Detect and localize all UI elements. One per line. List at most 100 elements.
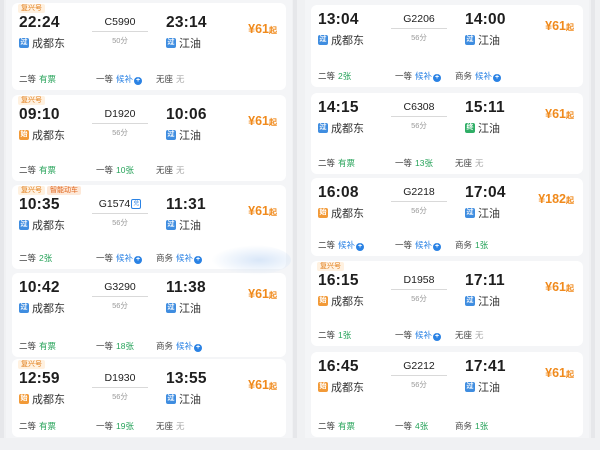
departure-time: 22:24 <box>19 14 60 31</box>
train-card[interactable]: 16:45 G2212 56分 17:41 始成都东 过江油 ¥61起 二等 有票 一等 4张 商务 1… <box>311 352 583 437</box>
duration-line <box>92 213 148 214</box>
train-card[interactable]: 复兴号 12:59 D1930 56分 13:55 始成都东 过江油 ¥61起 二等 有票 一等 19… <box>12 359 286 437</box>
station-type-icon: 过 <box>19 220 29 230</box>
seat-class-label: 二等 <box>318 71 336 81</box>
train-card[interactable]: 13:04 G2206 56分 14:00 过成都东过江油 ¥61起 二等 2张 一等 候补 + 商务… <box>311 5 583 87</box>
arrival-time: 17:41 <box>465 358 506 375</box>
price-unit: 起 <box>566 196 574 205</box>
arrival-time: 23:14 <box>166 14 207 31</box>
price: ¥61起 <box>545 107 574 121</box>
duration-line <box>391 201 447 202</box>
arrival-time: 14:00 <box>465 11 506 28</box>
price-symbol: ¥ <box>248 204 256 218</box>
seat-class-2: 一等 10张 <box>96 164 134 176</box>
train-number[interactable]: G2212 <box>391 360 447 372</box>
train-card[interactable]: 复兴号 22:24 C5990 50分 23:14 过成都东过江油 ¥61起 二等 有票 一等 候补… <box>12 3 286 90</box>
train-card[interactable]: 复兴号 09:10 D1920 56分 10:06 始成都东 过江油 ¥61起 二等 有票 一等 10… <box>12 95 286 181</box>
train-type-badge: 复兴号 <box>18 360 45 369</box>
seat-class-2[interactable]: 一等 候补 + <box>96 252 143 264</box>
train-card[interactable]: 14:15 C6308 56分 15:11 过成都东 终江油 ¥61起 二等 有票 一等 13张 无座… <box>311 93 583 174</box>
price-unit: 起 <box>269 382 277 391</box>
station-type-icon: 始 <box>318 382 328 392</box>
seat-class-2[interactable]: 一等 候补 + <box>395 239 442 251</box>
train-number[interactable]: C6308 <box>391 101 447 113</box>
train-badges: 复兴号 <box>18 360 45 369</box>
station-type-icon: 过 <box>166 38 176 48</box>
train-card[interactable]: 复兴号 智能动车 10:35 G1574 兑 56分 11:31 过成都东过江油 ¥61起 二等 2… <box>12 185 286 269</box>
center-gap-shadow <box>293 0 297 438</box>
train-number[interactable]: C5990 <box>92 16 148 28</box>
waitlist-plus-icon[interactable]: + <box>134 77 143 85</box>
waitlist-plus-icon[interactable]: + <box>433 74 442 82</box>
train-number[interactable]: D1930 <box>92 372 148 384</box>
train-badges: 复兴号 <box>18 4 45 13</box>
seat-class-label: 二等 <box>19 421 37 431</box>
train-feature-tag: 兑 <box>131 199 142 209</box>
departure-station: 始成都东 <box>19 127 65 143</box>
train-card[interactable]: 10:42 G3290 56分 11:38 过成都东过江油 ¥61起 二等 有票 一等 18张 商务… <box>12 273 286 357</box>
waitlist-plus-icon[interactable]: + <box>356 243 365 251</box>
price-value: 61 <box>552 366 566 380</box>
waitlist-plus-icon[interactable]: + <box>493 74 502 82</box>
seat-class-label: 二等 <box>19 74 37 84</box>
arrival-station-name: 江油 <box>179 303 201 315</box>
seat-availability: 有票 <box>39 165 57 175</box>
arrival-station: 过江油 <box>166 127 201 143</box>
waitlist-plus-icon[interactable]: + <box>433 243 442 251</box>
price: ¥61起 <box>248 22 277 36</box>
seat-availability: 有票 <box>39 341 57 351</box>
seat-class-3[interactable]: 商务 候补 + <box>455 70 502 82</box>
arrival-station: 过江油 <box>166 35 201 51</box>
arrival-station: 过江油 <box>465 379 500 395</box>
travel-duration: 56分 <box>411 121 427 130</box>
train-number-text: G2212 <box>403 360 435 372</box>
seat-availability: 有票 <box>338 158 356 168</box>
seat-class-2[interactable]: 一等 候补 + <box>395 329 442 341</box>
train-number[interactable]: G2218 <box>391 186 447 198</box>
price: ¥61起 <box>545 280 574 294</box>
price-unit: 起 <box>566 23 574 32</box>
seat-availability: 候补 <box>415 330 433 340</box>
seat-class-3[interactable]: 商务 候补 + <box>156 340 203 352</box>
arrival-time: 15:11 <box>465 99 505 116</box>
departure-station-name: 成都东 <box>32 394 65 406</box>
train-number[interactable]: D1958 <box>391 274 447 286</box>
seat-class-label: 一等 <box>96 341 114 351</box>
seat-availability: 无 <box>176 74 185 84</box>
price-value: 61 <box>255 204 269 218</box>
seat-class-2[interactable]: 一等 候补 + <box>96 73 143 85</box>
price-symbol: ¥ <box>545 280 553 294</box>
price-unit: 起 <box>269 26 277 35</box>
arrival-time: 10:06 <box>166 106 207 123</box>
train-number[interactable]: G3290 <box>92 281 148 293</box>
seat-availability: 10张 <box>116 165 134 175</box>
station-type-icon: 过 <box>166 303 176 313</box>
train-type-badge: 复兴号 <box>317 262 344 271</box>
seat-class-3: 无座无 <box>156 73 185 85</box>
price-unit: 起 <box>269 208 277 217</box>
seat-class-1[interactable]: 二等 候补 + <box>318 239 365 251</box>
train-number[interactable]: G2206 <box>391 13 447 25</box>
duration-line <box>92 387 148 388</box>
train-number[interactable]: G1574 兑 <box>92 198 148 210</box>
train-number[interactable]: D1920 <box>92 108 148 120</box>
arrival-station-name: 江油 <box>478 35 500 47</box>
waitlist-plus-icon[interactable]: + <box>194 256 203 264</box>
seat-class-3[interactable]: 商务 候补 + <box>156 252 203 264</box>
waitlist-plus-icon[interactable]: + <box>194 344 203 352</box>
station-type-icon: 过 <box>19 303 29 313</box>
train-badges: 复兴号 <box>317 262 344 271</box>
train-card[interactable]: 复兴号 16:15 D1958 56分 17:11 始成都东 过江油 ¥61起 二等 1张 一等 候补… <box>311 261 583 346</box>
seat-class-1: 二等 有票 <box>318 420 355 432</box>
station-type-icon: 过 <box>166 394 176 404</box>
train-badges: 复兴号 智能动车 <box>18 186 81 195</box>
seat-class-2[interactable]: 一等 候补 + <box>395 70 442 82</box>
arrival-time: 17:11 <box>465 272 505 289</box>
seat-availability: 1张 <box>338 330 352 340</box>
train-card[interactable]: 16:08 G2218 56分 17:04 始成都东过江油 ¥182起 二等 候补 + 一等 候补 +… <box>311 178 583 256</box>
travel-duration: 50分 <box>112 36 128 45</box>
price-value: 182 <box>545 192 566 206</box>
waitlist-plus-icon[interactable]: + <box>433 333 442 341</box>
waitlist-plus-icon[interactable]: + <box>134 256 143 264</box>
train-number-text: C6308 <box>403 101 435 113</box>
